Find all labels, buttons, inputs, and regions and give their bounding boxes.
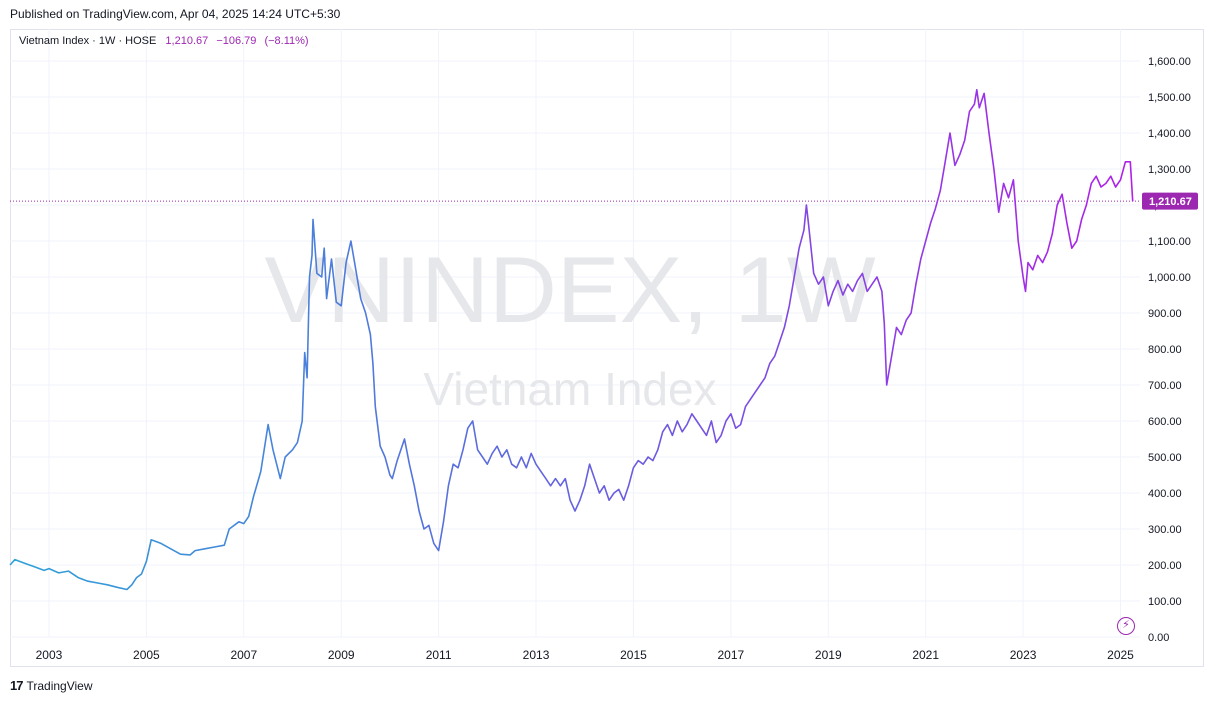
y-tick-label: 800.00 — [1148, 344, 1182, 356]
y-tick-label: 700.00 — [1148, 380, 1182, 392]
y-tick-label: 1,000.00 — [1148, 272, 1191, 284]
lightning-icon[interactable]: ⚡ — [1117, 617, 1135, 635]
x-tick-label: 2025 — [1107, 648, 1134, 662]
y-tick-label: 1,100.00 — [1148, 236, 1191, 248]
last-price-text: 1,210.67 — [1149, 196, 1192, 208]
x-tick-label: 2009 — [328, 648, 355, 662]
x-tick-label: 2021 — [912, 648, 939, 662]
y-tick-label: 1,500.00 — [1148, 92, 1191, 104]
legend-last: 1,210.67 — [165, 35, 209, 47]
x-tick-label: 2015 — [620, 648, 647, 662]
tradingview-logo[interactable]: 17 TradingView — [10, 678, 93, 693]
watermark: VNINDEX, 1W Vietnam Index — [264, 237, 875, 415]
y-axis: 1,600.001,500.001,400.001,300.001,200.00… — [1148, 56, 1191, 644]
x-tick-label: 2003 — [36, 648, 63, 662]
y-tick-label: 100.00 — [1148, 596, 1182, 608]
x-tick-label: 2023 — [1010, 648, 1037, 662]
x-tick-label: 2013 — [523, 648, 550, 662]
last-price-badge — [1142, 192, 1198, 210]
watermark-name: Vietnam Index — [423, 363, 716, 415]
y-tick-label: 900.00 — [1148, 308, 1182, 320]
x-tick-label: 2017 — [718, 648, 745, 662]
watermark-ticker: VNINDEX, 1W — [264, 237, 875, 342]
x-tick-label: 2011 — [426, 648, 452, 662]
x-tick-label: 2019 — [815, 648, 842, 662]
series-line — [9, 89, 1134, 591]
last-price-label: 1,210.67 — [1142, 192, 1198, 210]
y-tick-label: 600.00 — [1148, 416, 1182, 428]
y-tick-label: 1,400.00 — [1148, 128, 1191, 140]
legend: Vietnam Index · 1W · HOSE 1,210.67 −106.… — [19, 35, 314, 47]
x-tick-label: 2005 — [133, 648, 160, 662]
x-axis: 2003 2005 2007 2009 2011 2013 2015 2017 2019 2021… — [36, 648, 1135, 662]
legend-symbol: Vietnam Index · 1W · HOSE — [19, 35, 157, 47]
y-tick-label: 1,600.00 — [1148, 56, 1191, 68]
y-tick-label: 300.00 — [1148, 524, 1182, 536]
y-tick-label: 0.00 — [1148, 632, 1169, 644]
y-tick-label: 400.00 — [1148, 488, 1182, 500]
chart-frame[interactable] — [10, 29, 1204, 667]
legend-values: 1,210.67 −106.79 (−8.11%) — [165, 35, 313, 47]
legend-change-pct: (−8.11%) — [264, 35, 309, 47]
tradingview-logo-icon: 17 — [10, 678, 24, 693]
legend-change: −106.79 — [216, 35, 257, 47]
y-tick-label: 200.00 — [1148, 560, 1182, 572]
y-tick-label: 1,300.00 — [1148, 164, 1191, 176]
x-tick-label: 2007 — [230, 648, 257, 662]
published-note: Published on TradingView.com, Apr 04, 20… — [10, 7, 341, 21]
y-tick-label: 500.00 — [1148, 452, 1182, 464]
grid-lines — [10, 29, 1140, 638]
footer-brand: TradingView — [26, 678, 93, 693]
